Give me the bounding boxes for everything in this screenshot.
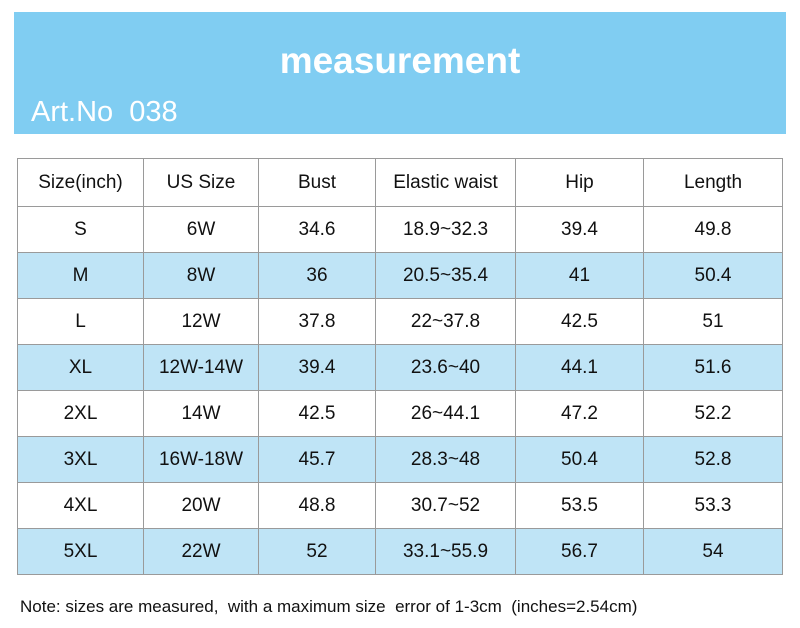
table-cell: 45.7 xyxy=(258,436,376,483)
table-row: XL 12W-14W 39.4 23.6~40 44.1 51.6 xyxy=(17,344,783,391)
table-cell: 42.5 xyxy=(515,298,644,345)
table-cell: 5XL xyxy=(17,528,144,575)
column-header: Bust xyxy=(258,158,376,207)
table-row: 3XL 16W-18W 45.7 28.3~48 50.4 52.8 xyxy=(17,436,783,483)
table-cell: 49.8 xyxy=(643,206,783,253)
table-cell: 50.4 xyxy=(643,252,783,299)
table-cell: 22W xyxy=(143,528,259,575)
table-cell: 4XL xyxy=(17,482,144,529)
table-row: 2XL 14W 42.5 26~44.1 47.2 52.2 xyxy=(17,390,783,437)
table-cell: 39.4 xyxy=(515,206,644,253)
table-cell: 33.1~55.9 xyxy=(375,528,516,575)
table-row: M 8W 36 20.5~35.4 41 50.4 xyxy=(17,252,783,299)
table-cell: S xyxy=(17,206,144,253)
table-cell: 26~44.1 xyxy=(375,390,516,437)
table-cell: 52.2 xyxy=(643,390,783,437)
table-cell: 54 xyxy=(643,528,783,575)
table-cell: 37.8 xyxy=(258,298,376,345)
art-number: Art.No 038 xyxy=(31,96,178,128)
note: Note: sizes are measured, with a maximum… xyxy=(20,597,638,616)
table-cell: 34.6 xyxy=(258,206,376,253)
table-cell: 53.3 xyxy=(643,482,783,529)
column-header: Size(inch) xyxy=(17,158,144,207)
table-cell: 23.6~40 xyxy=(375,344,516,391)
table-cell: 53.5 xyxy=(515,482,644,529)
table-cell: XL xyxy=(17,344,144,391)
table-cell: 39.4 xyxy=(258,344,376,391)
table-cell: 56.7 xyxy=(515,528,644,575)
table-cell: 41 xyxy=(515,252,644,299)
table-cell: 20W xyxy=(143,482,259,529)
banner: measurement Art.No 038 xyxy=(14,12,786,134)
table-cell: 16W-18W xyxy=(143,436,259,483)
table-cell: 3XL xyxy=(17,436,144,483)
title: measurement xyxy=(279,40,521,81)
table-row: 4XL 20W 48.8 30.7~52 53.5 53.3 xyxy=(17,482,783,529)
table-cell: 28.3~48 xyxy=(375,436,516,483)
table-cell: 36 xyxy=(258,252,376,299)
table-cell: 12W xyxy=(143,298,259,345)
table-cell: 22~37.8 xyxy=(375,298,516,345)
table-cell: M xyxy=(17,252,144,299)
column-header: Elastic waist xyxy=(375,158,516,207)
table-cell: 12W-14W xyxy=(143,344,259,391)
table-cell: 51 xyxy=(643,298,783,345)
table-cell: 51.6 xyxy=(643,344,783,391)
table-cell: 6W xyxy=(143,206,259,253)
table-cell: 47.2 xyxy=(515,390,644,437)
table-cell: 52.8 xyxy=(643,436,783,483)
table-cell: 14W xyxy=(143,390,259,437)
column-header: Length xyxy=(643,158,783,207)
table-cell: 30.7~52 xyxy=(375,482,516,529)
table-cell: 44.1 xyxy=(515,344,644,391)
header-row: Size(inch) US Size Bust Elastic waist Hip Len… xyxy=(17,158,783,207)
table-cell: 42.5 xyxy=(258,390,376,437)
column-header: Hip xyxy=(515,158,644,207)
table-row: 5XL 22W 52 33.1~55.9 56.7 54 xyxy=(17,528,783,575)
table-cell: L xyxy=(17,298,144,345)
table-cell: 20.5~35.4 xyxy=(375,252,516,299)
column-header: US Size xyxy=(143,158,259,207)
table-cell: 50.4 xyxy=(515,436,644,483)
table-row: S 6W 34.6 18.9~32.3 39.4 49.8 xyxy=(17,206,783,253)
table-cell: 52 xyxy=(258,528,376,575)
size-table: Size(inch) US Size Bust Elastic waist Hip Len… xyxy=(17,158,783,575)
table-cell: 18.9~32.3 xyxy=(375,206,516,253)
table-cell: 48.8 xyxy=(258,482,376,529)
table-cell: 8W xyxy=(143,252,259,299)
table-row: L 12W 37.8 22~37.8 42.5 51 xyxy=(17,298,783,345)
table-cell: 2XL xyxy=(17,390,144,437)
